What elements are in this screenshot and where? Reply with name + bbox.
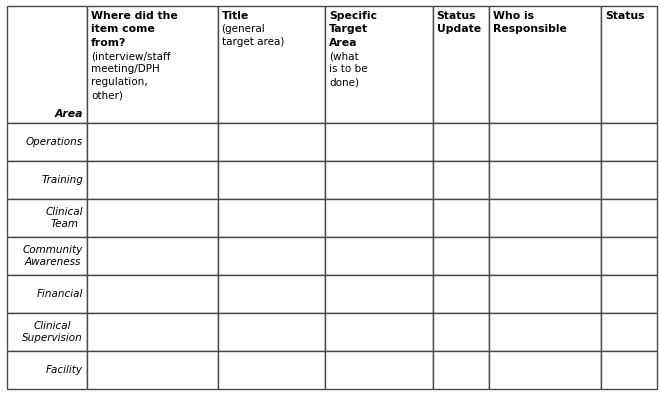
Bar	[601, 237, 657, 275]
Bar	[433, 6, 488, 123]
Bar	[488, 123, 601, 161]
Text: from?: from?	[91, 38, 126, 48]
Bar	[433, 161, 488, 199]
Text: Area: Area	[55, 110, 83, 119]
Bar	[601, 275, 657, 313]
Bar	[488, 161, 601, 199]
Text: Status: Status	[437, 11, 477, 20]
Text: Clinical
Supervision: Clinical Supervision	[22, 321, 83, 343]
Bar	[488, 199, 601, 237]
Bar	[7, 237, 87, 275]
Bar	[325, 123, 433, 161]
Text: meeting/DPH: meeting/DPH	[91, 64, 160, 74]
Bar	[601, 351, 657, 389]
Text: Where did the: Where did the	[91, 11, 178, 20]
Bar	[488, 237, 601, 275]
Bar	[218, 313, 325, 351]
Bar	[325, 275, 433, 313]
Bar	[87, 199, 218, 237]
Bar	[601, 123, 657, 161]
Bar	[7, 161, 87, 199]
Text: is to be: is to be	[329, 64, 368, 74]
Bar	[325, 199, 433, 237]
Bar	[87, 237, 218, 275]
Bar	[7, 275, 87, 313]
Bar	[87, 313, 218, 351]
Bar	[433, 237, 488, 275]
Bar	[433, 351, 488, 389]
Bar	[601, 313, 657, 351]
Text: Community
Awareness: Community Awareness	[22, 245, 83, 267]
Text: (interview/staff: (interview/staff	[91, 51, 170, 61]
Bar	[87, 123, 218, 161]
Text: Title: Title	[222, 11, 249, 20]
Text: done): done)	[329, 77, 359, 87]
Bar	[325, 351, 433, 389]
Text: (what: (what	[329, 51, 359, 61]
Bar	[601, 6, 657, 123]
Bar	[325, 161, 433, 199]
Text: Area: Area	[329, 38, 358, 48]
Bar	[87, 275, 218, 313]
Bar	[218, 351, 325, 389]
Bar	[7, 123, 87, 161]
Bar	[7, 313, 87, 351]
Bar	[325, 237, 433, 275]
Bar	[218, 275, 325, 313]
Text: Clinical
Team: Clinical Team	[46, 207, 83, 229]
Bar	[601, 161, 657, 199]
Bar	[218, 199, 325, 237]
Bar	[87, 6, 218, 123]
Text: other): other)	[91, 90, 123, 100]
Bar	[7, 351, 87, 389]
Text: Specific: Specific	[329, 11, 377, 20]
Bar	[433, 275, 488, 313]
Bar	[218, 123, 325, 161]
Text: Facility: Facility	[46, 365, 83, 375]
Bar	[218, 6, 325, 123]
Bar	[325, 6, 433, 123]
Bar	[218, 161, 325, 199]
Bar	[433, 199, 488, 237]
Bar	[601, 199, 657, 237]
Text: Status: Status	[605, 11, 644, 20]
Bar	[488, 313, 601, 351]
Bar	[87, 351, 218, 389]
Bar	[488, 351, 601, 389]
Text: item come: item come	[91, 24, 154, 34]
Bar	[218, 237, 325, 275]
Bar	[488, 275, 601, 313]
Text: Who is: Who is	[492, 11, 533, 20]
Text: Financial: Financial	[36, 289, 83, 299]
Bar	[7, 6, 87, 123]
Text: regulation,: regulation,	[91, 77, 148, 87]
Text: target area): target area)	[222, 37, 284, 47]
Text: Training: Training	[41, 175, 83, 185]
Bar	[433, 313, 488, 351]
Bar	[488, 6, 601, 123]
Text: Target: Target	[329, 24, 368, 34]
Bar	[433, 123, 488, 161]
Text: Operations: Operations	[26, 137, 83, 147]
Text: Update: Update	[437, 24, 481, 34]
Bar	[7, 199, 87, 237]
Text: (general: (general	[222, 24, 265, 34]
Bar	[325, 313, 433, 351]
Text: Responsible: Responsible	[492, 24, 566, 34]
Bar	[87, 161, 218, 199]
